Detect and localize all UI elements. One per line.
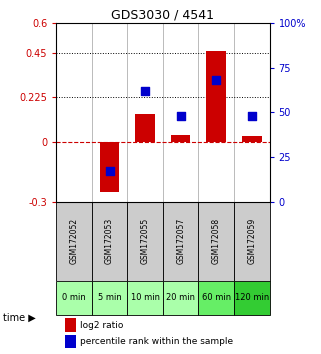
Bar	[100, 142, 119, 192]
Text: log2 ratio: log2 ratio	[80, 321, 123, 330]
Text: percentile rank within the sample: percentile rank within the sample	[80, 337, 233, 346]
Text: GSM172058: GSM172058	[212, 218, 221, 264]
Title: GDS3030 / 4541: GDS3030 / 4541	[111, 9, 214, 22]
Text: 120 min: 120 min	[235, 293, 269, 302]
Bar	[56, 202, 92, 281]
Text: GSM172052: GSM172052	[69, 218, 78, 264]
Point	[143, 88, 148, 94]
Bar	[127, 202, 163, 281]
Bar	[65, 318, 76, 332]
Text: time ▶: time ▶	[3, 313, 36, 322]
Point	[107, 169, 112, 174]
Bar	[234, 281, 270, 315]
Text: 5 min: 5 min	[98, 293, 121, 302]
Bar	[242, 136, 262, 142]
Bar	[163, 281, 198, 315]
Text: 0 min: 0 min	[62, 293, 86, 302]
Point	[214, 77, 219, 83]
Bar	[92, 202, 127, 281]
Text: GSM172059: GSM172059	[247, 218, 256, 264]
Text: GSM172055: GSM172055	[141, 218, 150, 264]
Bar	[56, 281, 92, 315]
Text: GSM172057: GSM172057	[176, 218, 185, 264]
Bar	[135, 114, 155, 142]
Point	[249, 113, 255, 119]
Bar	[171, 135, 190, 142]
Bar	[206, 51, 226, 142]
Bar	[198, 281, 234, 315]
Bar	[163, 202, 198, 281]
Text: 60 min: 60 min	[202, 293, 231, 302]
Bar	[65, 335, 76, 348]
Text: 10 min: 10 min	[131, 293, 160, 302]
Bar	[92, 281, 127, 315]
Bar	[234, 202, 270, 281]
Text: GSM172053: GSM172053	[105, 218, 114, 264]
Bar	[198, 202, 234, 281]
Point	[178, 113, 183, 119]
Text: 20 min: 20 min	[166, 293, 195, 302]
Bar	[127, 281, 163, 315]
